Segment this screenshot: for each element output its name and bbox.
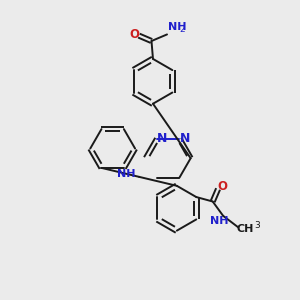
Text: NH: NH bbox=[210, 216, 228, 226]
Text: CH: CH bbox=[237, 224, 254, 234]
Text: NH: NH bbox=[117, 169, 136, 179]
Text: N: N bbox=[157, 132, 168, 145]
Text: O: O bbox=[218, 180, 227, 193]
Text: N: N bbox=[180, 132, 190, 145]
Text: NH: NH bbox=[168, 22, 187, 32]
Text: O: O bbox=[129, 28, 139, 41]
Text: 2: 2 bbox=[180, 25, 185, 34]
Text: 3: 3 bbox=[254, 221, 260, 230]
